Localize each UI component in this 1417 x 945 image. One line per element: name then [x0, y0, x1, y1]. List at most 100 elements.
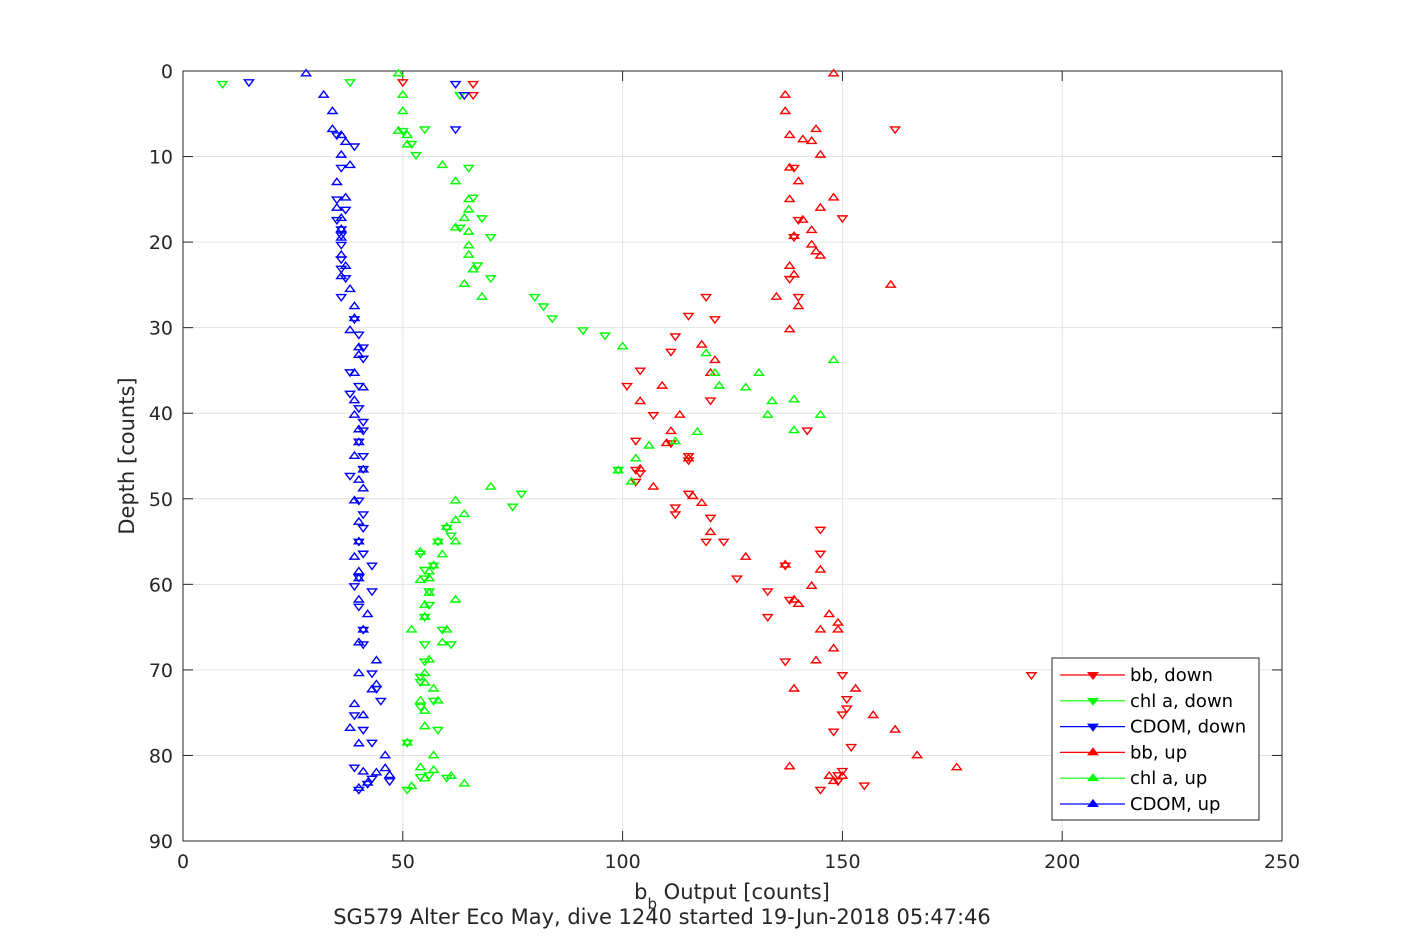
data-point — [708, 355, 721, 364]
data-point — [788, 594, 801, 603]
data-point — [418, 773, 431, 782]
data-point — [475, 291, 488, 300]
legend: bb, down chl a, down CDOM, down bb, up chl a… — [1051, 657, 1260, 821]
data-point — [664, 426, 677, 435]
legend-entry: chl a, up — [1060, 768, 1207, 789]
data-point — [418, 668, 431, 677]
data-point — [788, 269, 801, 278]
data-point — [761, 613, 774, 622]
data-point — [357, 483, 370, 492]
legend-marker — [1087, 697, 1099, 706]
data-point — [467, 264, 480, 273]
data-point — [418, 641, 431, 650]
data-point — [695, 497, 708, 507]
data-point — [348, 313, 361, 322]
y-axis-label: Depth [counts] — [115, 377, 139, 534]
data-point — [414, 703, 427, 712]
data-point — [418, 677, 431, 686]
data-point — [366, 562, 379, 571]
data-point — [366, 775, 379, 784]
data-point — [370, 679, 383, 688]
data-point — [445, 532, 458, 541]
x-tick-label: 0 — [177, 851, 189, 873]
data-point — [335, 271, 348, 280]
data-point — [577, 327, 590, 336]
data-point — [515, 490, 528, 499]
data-point — [374, 697, 387, 706]
data-point — [625, 476, 638, 485]
data-point — [449, 222, 462, 231]
x-axis-label-rest: Output [counts] — [657, 880, 830, 904]
data-point — [348, 367, 361, 376]
legend-marker — [1087, 798, 1099, 807]
y-tick-label: 50 — [149, 489, 173, 511]
x-tick-label: 200 — [1044, 851, 1080, 873]
data-point — [629, 437, 642, 446]
data-point — [656, 380, 669, 389]
data-point — [348, 764, 361, 773]
y-tick-label: 60 — [149, 574, 173, 596]
data-point — [858, 782, 871, 791]
data-point — [462, 249, 475, 258]
x-tick-label: 150 — [824, 851, 860, 873]
data-point — [849, 683, 862, 692]
data-point — [792, 301, 805, 310]
data-point — [717, 538, 730, 547]
x-axis-label: bb Output [counts] — [634, 880, 830, 913]
data-point — [779, 106, 792, 115]
data-point — [366, 739, 379, 748]
data-point — [348, 699, 361, 708]
legend-marker — [1087, 672, 1099, 681]
data-point — [414, 546, 427, 555]
data-point — [792, 176, 805, 185]
data-point — [884, 279, 897, 288]
data-point — [814, 564, 827, 573]
y-tick-label: 70 — [149, 660, 173, 682]
data-point — [352, 594, 365, 603]
data-point — [348, 395, 361, 404]
data-point — [766, 396, 779, 405]
data-point — [335, 164, 348, 173]
data-point — [436, 160, 449, 169]
data-point — [379, 750, 392, 759]
data-point — [335, 265, 348, 274]
data-point — [1025, 672, 1038, 681]
data-point — [783, 194, 796, 203]
y-tick-label: 40 — [149, 403, 173, 425]
data-point — [423, 601, 436, 610]
data-point — [348, 301, 361, 310]
data-point — [401, 737, 414, 746]
data-point — [348, 712, 361, 721]
data-point — [445, 770, 458, 779]
data-point — [792, 293, 805, 302]
data-point — [458, 278, 471, 288]
data-point — [704, 397, 717, 406]
data-point — [783, 130, 796, 139]
data-point — [546, 315, 559, 324]
data-point — [770, 291, 783, 300]
data-point — [418, 611, 431, 620]
data-point — [673, 409, 686, 418]
data-point — [695, 339, 708, 348]
data-point — [708, 367, 721, 376]
data-point — [440, 624, 453, 633]
data-point — [357, 418, 370, 427]
data-point — [344, 160, 357, 169]
data-point — [352, 349, 365, 359]
data-point — [471, 262, 484, 271]
x-tick-label: 100 — [604, 851, 640, 873]
legend-entry: chl a, down — [1060, 691, 1233, 712]
data-point — [436, 626, 449, 635]
data-point — [788, 231, 801, 240]
data-point — [339, 260, 352, 270]
x-axis-label-subscript: b — [647, 895, 657, 913]
data-point — [335, 224, 348, 233]
data-point — [458, 778, 471, 787]
data-point — [805, 136, 818, 145]
data-point — [458, 91, 471, 101]
data-point — [383, 770, 396, 779]
data-point — [431, 695, 444, 704]
data-point — [827, 192, 840, 201]
y-tick-label: 80 — [149, 745, 173, 767]
data-point — [335, 249, 348, 258]
